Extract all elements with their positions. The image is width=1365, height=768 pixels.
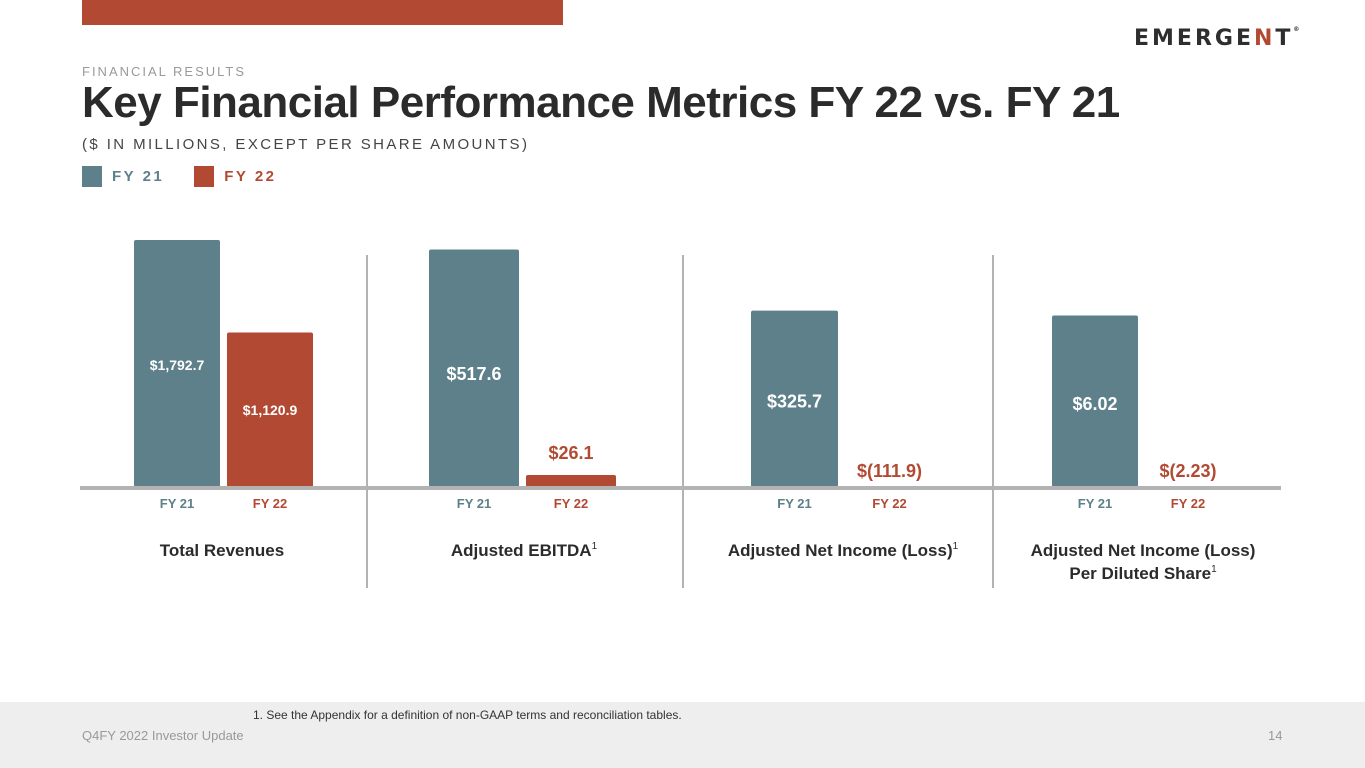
legend-label-fy21: FY 21 (112, 168, 165, 185)
legend-swatch-fy22 (194, 166, 215, 187)
bar-fy21 (1052, 315, 1138, 487)
category-label: Total Revenues (160, 541, 284, 560)
legend-swatch-fy21 (82, 166, 102, 187)
x-tick-label: FY 22 (253, 496, 287, 511)
category-label: Adjusted Net Income (Loss) (1031, 541, 1256, 560)
legend-label-fy22: FY 22 (224, 168, 277, 185)
footer-bar (0, 702, 1365, 768)
legend-item-fy21: FY 21 (82, 166, 164, 187)
data-label: $6.02 (1072, 394, 1117, 414)
category-label: Adjusted EBITDA1 (451, 541, 598, 560)
bar-fy21 (429, 249, 519, 487)
logo-text-accent: N (1253, 26, 1276, 51)
x-tick-label: FY 22 (554, 496, 588, 511)
bar-fy22 (526, 475, 616, 487)
footnote-marker: 1 (592, 541, 598, 552)
data-label: $517.6 (446, 364, 501, 384)
chart-legend: FY 21 FY 22 (82, 166, 307, 187)
x-tick-label: FY 21 (777, 496, 811, 511)
logo-text-prefix: EMERGE (1134, 26, 1254, 51)
x-tick-label: FY 22 (872, 496, 906, 511)
x-tick-label: FY 22 (1171, 496, 1205, 511)
top-accent-bar (82, 0, 563, 25)
footnote-marker: 1 (1211, 564, 1217, 575)
registered-mark-icon: ® (1293, 26, 1300, 33)
section-eyebrow: FINANCIAL RESULTS (82, 64, 247, 79)
footnote-marker: 1 (953, 541, 959, 552)
bar-fy22 (227, 332, 313, 487)
x-tick-label: FY 21 (1078, 496, 1112, 511)
category-label: Adjusted Net Income (Loss)1 (728, 541, 959, 560)
bar-fy21 (751, 310, 838, 487)
data-label: $325.7 (767, 392, 822, 412)
data-label: $(2.23) (1159, 461, 1216, 481)
footer-presentation-name: Q4FY 2022 Investor Update (82, 728, 244, 743)
emergent-logo: EMERGENT® (1134, 26, 1299, 51)
x-tick-label: FY 21 (160, 496, 194, 511)
category-label-line2: Per Diluted Share1 (1069, 564, 1217, 583)
logo-text-suffix: T (1275, 26, 1294, 51)
data-label: $1,120.9 (243, 402, 298, 418)
bar-chart: $1,792.7 FY 21 $1,120.9 FY 22 Total Revenues… (80, 240, 1281, 588)
page-number: 14 (1268, 728, 1283, 743)
data-label: $(111.9) (857, 461, 922, 481)
page-subtitle: ($ IN MILLIONS, EXCEPT PER SHARE AMOUNTS… (82, 136, 530, 153)
bar-fy21 (134, 240, 220, 487)
data-label: $26.1 (548, 443, 593, 463)
legend-item-fy22: FY 22 (194, 166, 276, 187)
x-tick-label: FY 21 (457, 496, 491, 511)
page-title: Key Financial Performance Metrics FY 22 … (82, 78, 1120, 127)
footnote: 1. See the Appendix for a definition of … (253, 708, 682, 722)
data-label: $1,792.7 (150, 357, 205, 373)
